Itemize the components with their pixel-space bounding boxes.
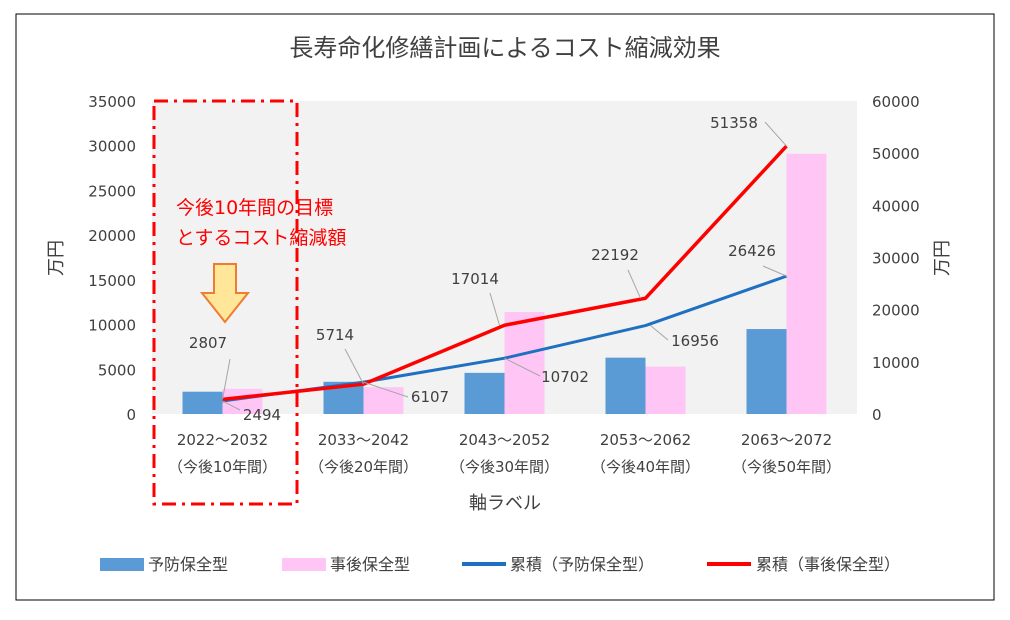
y-axis-left-title: 万円 bbox=[46, 240, 67, 276]
y-left-tick-label: 0 bbox=[126, 406, 136, 424]
annotation-text: とするコスト縮減額 bbox=[176, 227, 346, 249]
bar bbox=[464, 372, 505, 414]
x-axis-title: 軸ラベル bbox=[469, 493, 541, 514]
y-left-tick-label: 5000 bbox=[98, 361, 136, 379]
bar bbox=[645, 366, 686, 414]
bar bbox=[182, 391, 223, 414]
y-left-tick-label: 25000 bbox=[88, 182, 136, 200]
legend-label: 累積（予防保全型） bbox=[510, 555, 654, 574]
x-tick-label: 2033～2042 bbox=[318, 431, 409, 449]
data-label: 6107 bbox=[411, 388, 449, 406]
legend-swatch bbox=[282, 558, 326, 571]
data-label-leader bbox=[344, 348, 364, 385]
data-label: 16956 bbox=[671, 332, 719, 350]
y-left-tick-label: 10000 bbox=[88, 317, 136, 335]
x-tick-label-sub: （今後40年間） bbox=[591, 458, 700, 476]
legend-label: 累積（事後保全型） bbox=[756, 555, 900, 574]
y-right-tick-label: 60000 bbox=[872, 93, 920, 111]
data-label: 51358 bbox=[710, 114, 758, 132]
x-tick-label: 2043～2052 bbox=[459, 431, 550, 449]
bar bbox=[363, 387, 404, 414]
y-right-tick-label: 20000 bbox=[872, 302, 920, 320]
data-label-leader bbox=[764, 121, 787, 147]
chart-title: 長寿命化修繕計画によるコスト縮減効果 bbox=[289, 34, 720, 62]
bar bbox=[786, 153, 827, 414]
data-label-leader bbox=[489, 292, 500, 326]
data-label-leader bbox=[650, 325, 669, 341]
legend-label: 事後保全型 bbox=[330, 555, 410, 574]
y-right-tick-label: 0 bbox=[872, 406, 882, 424]
x-tick-label-sub: （今後20年間） bbox=[309, 458, 418, 476]
y-left-tick-label: 20000 bbox=[88, 227, 136, 245]
bar bbox=[504, 312, 545, 414]
x-tick-label: 2053～2062 bbox=[600, 431, 691, 449]
x-tick-label: 2063～2072 bbox=[741, 431, 832, 449]
y-left-tick-label: 30000 bbox=[88, 138, 136, 156]
x-tick-label: 2022～2032 bbox=[177, 431, 268, 449]
data-label-leader bbox=[627, 269, 641, 299]
data-label: 22192 bbox=[591, 246, 639, 264]
data-label: 26426 bbox=[728, 242, 776, 260]
legend-swatch bbox=[100, 558, 144, 571]
data-label-leader bbox=[762, 265, 787, 277]
x-tick-label-sub: （今後10年間） bbox=[168, 458, 277, 476]
legend-label: 予防保全型 bbox=[148, 555, 228, 574]
bar bbox=[605, 357, 646, 414]
data-label-leader bbox=[222, 400, 241, 411]
y-right-tick-label: 50000 bbox=[872, 145, 920, 163]
series-line bbox=[222, 144, 788, 402]
data-label: 5714 bbox=[316, 326, 354, 344]
data-label: 2807 bbox=[189, 334, 227, 352]
data-label: 2494 bbox=[243, 406, 281, 424]
annotation-text: 今後10年間の目標 bbox=[176, 197, 333, 219]
bar bbox=[746, 329, 787, 414]
y-right-tick-label: 40000 bbox=[872, 197, 920, 215]
data-label-leader bbox=[363, 381, 409, 398]
y-axis-right-title: 万円 bbox=[932, 240, 953, 276]
data-label-leader bbox=[222, 358, 231, 400]
data-label: 17014 bbox=[451, 270, 499, 288]
data-label-leader bbox=[504, 357, 541, 377]
highlight-box bbox=[152, 99, 299, 506]
y-left-tick-label: 35000 bbox=[88, 93, 136, 111]
down-arrow-icon bbox=[199, 263, 251, 324]
y-right-tick-label: 10000 bbox=[872, 354, 920, 372]
x-tick-label-sub: （今後50年間） bbox=[732, 458, 841, 476]
x-tick-label-sub: （今後30年間） bbox=[450, 458, 559, 476]
y-left-tick-label: 15000 bbox=[88, 272, 136, 290]
data-label: 10702 bbox=[541, 368, 589, 386]
y-right-tick-label: 30000 bbox=[872, 250, 920, 268]
